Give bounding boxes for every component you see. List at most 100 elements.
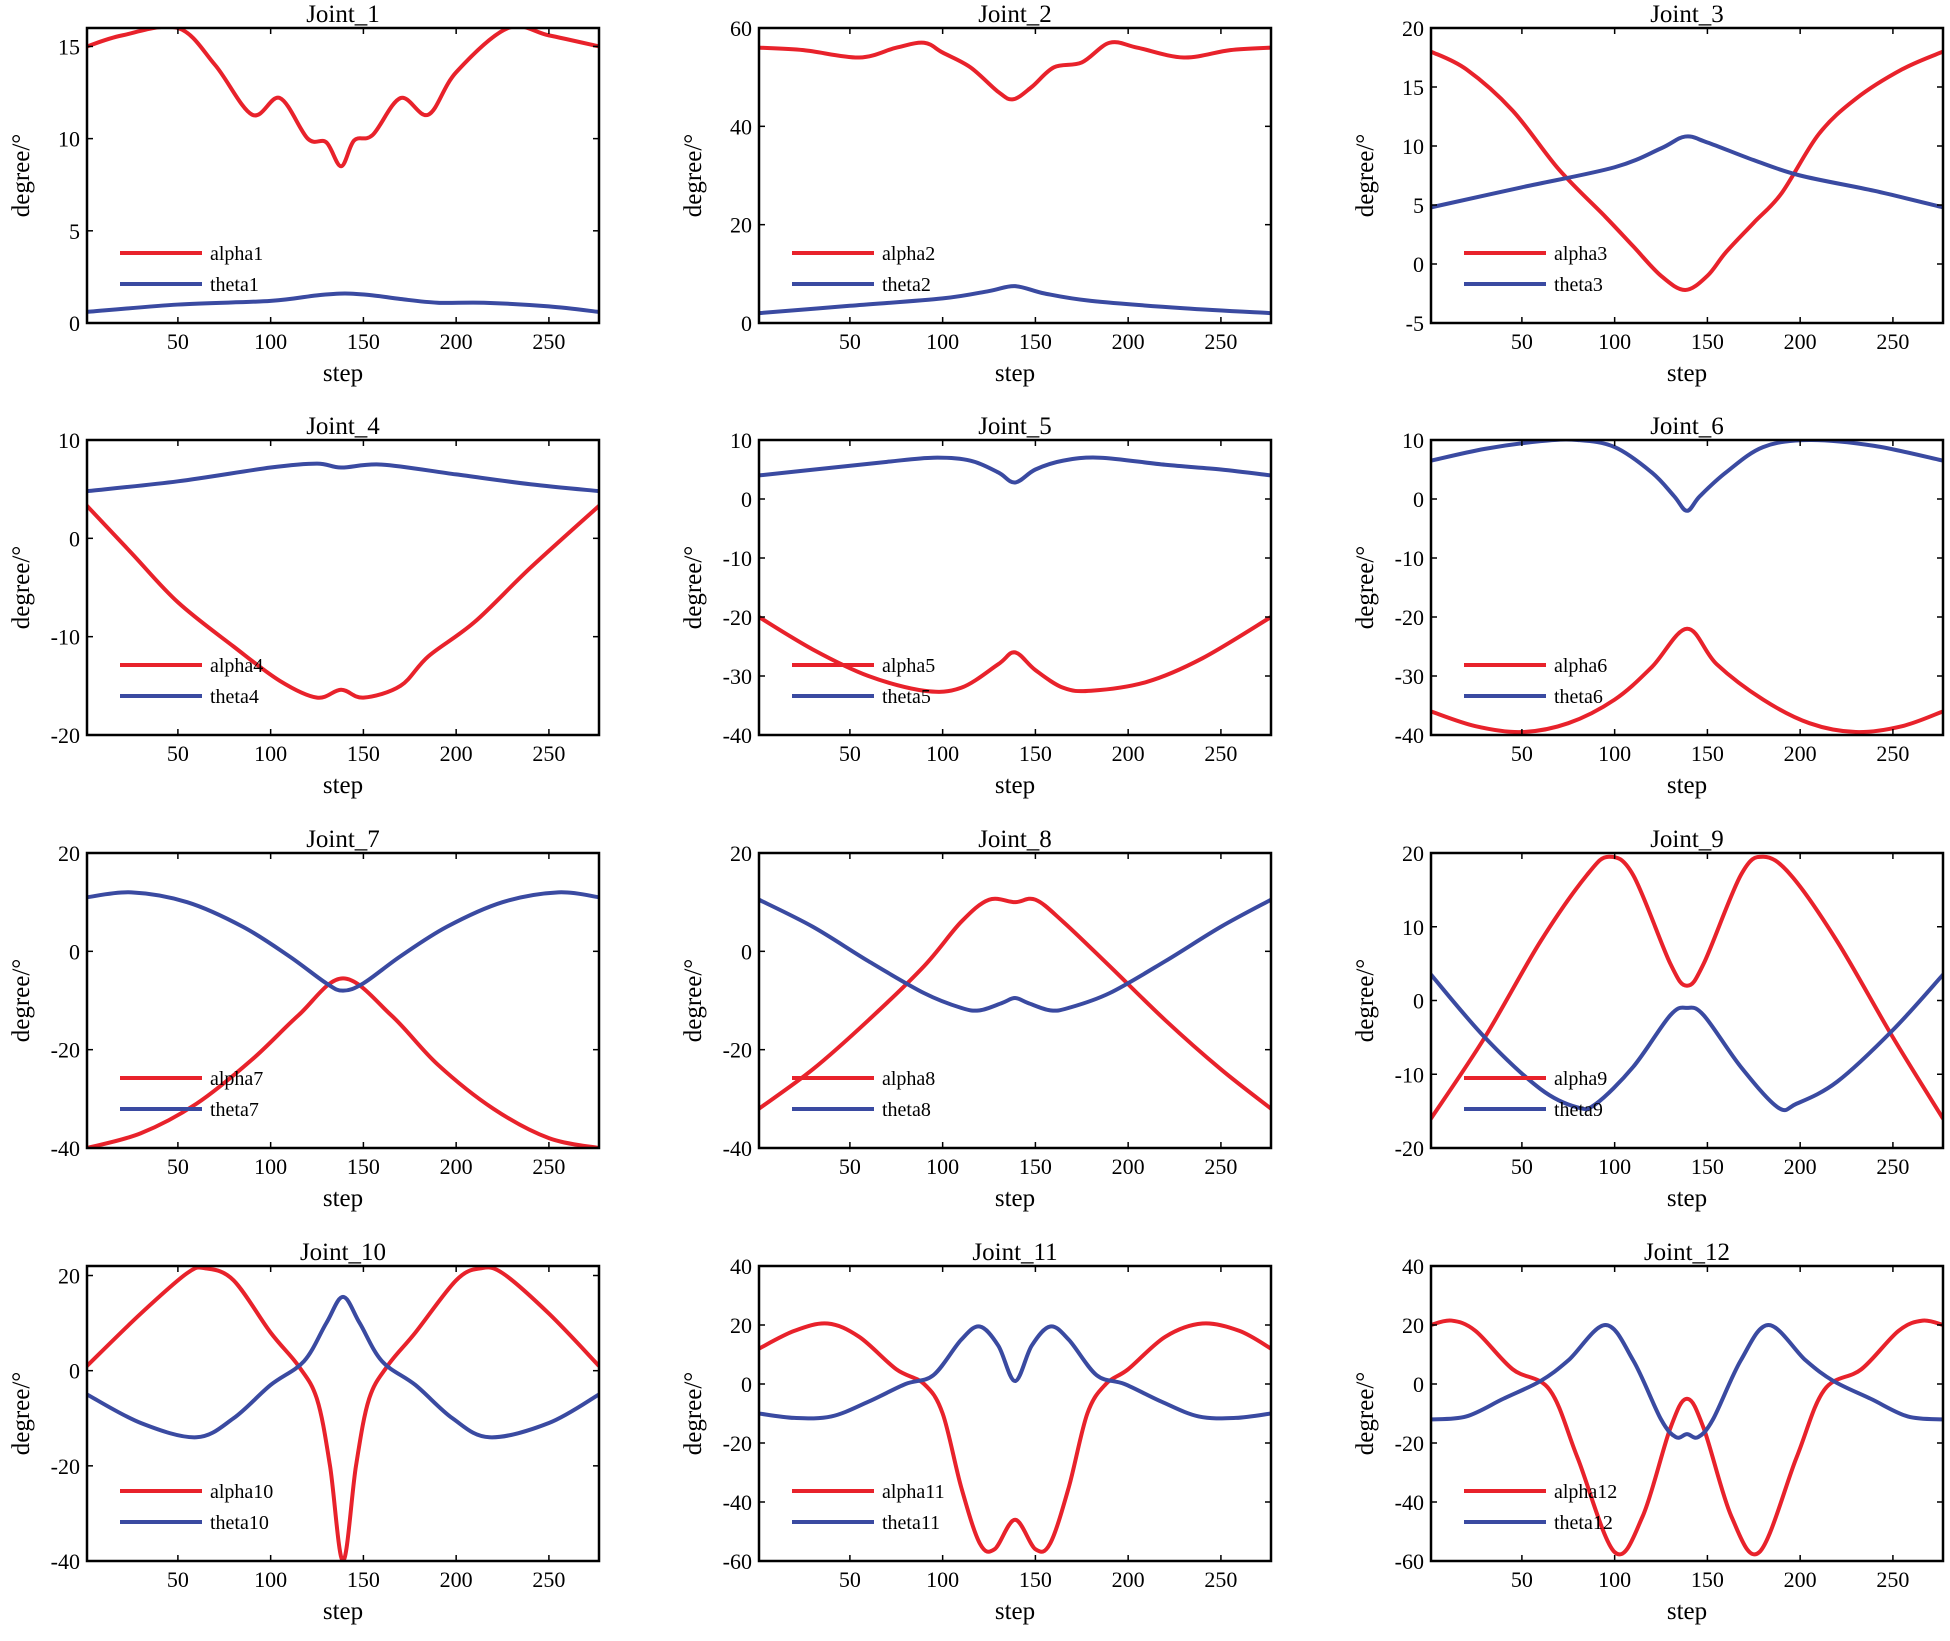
y-tick-label: 20 [58, 1264, 80, 1289]
chart-title: Joint_9 [1650, 826, 1724, 853]
x-tick-label: 200 [440, 329, 473, 354]
x-tick-label: 100 [254, 329, 287, 354]
legend-label-alpha3: alpha3 [1554, 243, 1607, 265]
x-axis-label: step [995, 772, 1035, 799]
y-tick-label: -40 [723, 723, 752, 748]
legend-label-theta3: theta3 [1554, 274, 1603, 296]
x-tick-label: 100 [1598, 1154, 1631, 1179]
legend-label-alpha4: alpha4 [210, 655, 263, 677]
x-tick-label: 200 [1112, 1567, 1145, 1592]
x-tick-label: 250 [1876, 1154, 1909, 1179]
x-tick-label: 250 [532, 329, 565, 354]
y-tick-label: 5 [1413, 193, 1424, 218]
series-line-alpha3 [1431, 49, 1943, 292]
x-tick-label: 150 [1019, 1567, 1052, 1592]
plot-area [759, 853, 1271, 1148]
y-tick-label: 10 [58, 428, 80, 453]
chart-title: Joint_6 [1650, 413, 1724, 440]
series-line-theta10 [87, 1294, 599, 1440]
y-tick-label: 10 [1402, 134, 1424, 159]
y-tick-label: -40 [51, 1549, 80, 1574]
series-line-theta2 [759, 284, 1271, 316]
x-axis-label: step [323, 772, 363, 799]
x-tick-label: 50 [167, 329, 189, 354]
y-tick-label: -20 [723, 1431, 752, 1456]
series-line-alpha8 [759, 896, 1271, 1111]
x-tick-label: 200 [1112, 741, 1145, 766]
y-axis-label: degree/° [680, 959, 707, 1043]
legend: alpha9 theta9 [1464, 1068, 1607, 1121]
chart-title: Joint_7 [306, 826, 380, 853]
chart-title: Joint_1 [306, 1, 380, 28]
y-tick-label: 0 [1413, 1372, 1424, 1397]
plot-area [1431, 28, 1943, 323]
series-line-theta5 [759, 455, 1271, 485]
y-tick-label: -20 [51, 723, 80, 748]
legend-label-theta6: theta6 [1554, 686, 1603, 708]
series-line-theta8 [759, 897, 1271, 1013]
x-tick-label: 250 [532, 1154, 565, 1179]
axes-frame [85, 1264, 601, 1563]
legend: alpha6 theta6 [1464, 655, 1607, 708]
y-tick-label: 20 [1402, 1313, 1424, 1338]
x-tick-label: 200 [1112, 329, 1145, 354]
x-tick-label: 50 [1511, 741, 1533, 766]
x-tick-label: 100 [1598, 741, 1631, 766]
x-tick-label: 150 [347, 329, 380, 354]
series-line-alpha11 [759, 1321, 1271, 1554]
y-tick-label: 5 [69, 219, 80, 244]
legend-label-theta2: theta2 [882, 274, 931, 296]
chart-title: Joint_4 [306, 413, 380, 440]
legend-label-theta5: theta5 [882, 686, 931, 708]
legend-label-theta9: theta9 [1554, 1099, 1603, 1121]
series-line-theta4 [87, 461, 599, 494]
legend-label-theta7: theta7 [210, 1099, 259, 1121]
chart-title: Joint_5 [978, 413, 1052, 440]
y-tick-label: -10 [1395, 546, 1424, 571]
y-tick-label: 0 [69, 939, 80, 964]
y-tick-label: 20 [730, 213, 752, 238]
x-axis-label: step [1667, 360, 1707, 387]
legend-label-alpha12: alpha12 [1554, 1481, 1617, 1503]
x-tick-label: 150 [1691, 1567, 1724, 1592]
x-axis-label: step [323, 360, 363, 387]
x-tick-label: 250 [532, 741, 565, 766]
x-tick-label: 150 [347, 741, 380, 766]
y-tick-label: 20 [730, 1313, 752, 1338]
y-tick-label: 20 [730, 841, 752, 866]
y-axis-label: degree/° [8, 1372, 35, 1456]
x-tick-label: 100 [1598, 329, 1631, 354]
y-tick-label: 40 [730, 1254, 752, 1279]
x-tick-label: 50 [839, 741, 861, 766]
y-tick-label: -60 [723, 1549, 752, 1574]
y-tick-label: -10 [51, 625, 80, 650]
x-tick-label: 250 [1876, 1567, 1909, 1592]
y-tick-label: 60 [730, 16, 752, 41]
x-tick-label: 200 [1784, 1154, 1817, 1179]
x-tick-label: 100 [1598, 1567, 1631, 1592]
legend-label-alpha9: alpha9 [1554, 1068, 1607, 1090]
legend: alpha4 theta4 [120, 655, 263, 708]
y-axis-label: degree/° [1352, 134, 1379, 218]
chart-panel-11: 50 100 150 200 250 -60 -40 -20 0 20 40 Joint_11step… [680, 1239, 1273, 1625]
x-tick-label: 200 [440, 1154, 473, 1179]
y-tick-label: 0 [741, 311, 752, 336]
x-tick-label: 150 [347, 1567, 380, 1592]
x-tick-label: 100 [926, 329, 959, 354]
plot-area [87, 440, 599, 735]
y-tick-label: 10 [1402, 428, 1424, 453]
plot-area [87, 1266, 599, 1561]
chart-title: Joint_2 [978, 1, 1052, 28]
x-tick-label: 200 [1784, 741, 1817, 766]
legend: alpha1 theta1 [120, 243, 263, 296]
x-tick-label: 50 [1511, 329, 1533, 354]
series-line-theta11 [759, 1324, 1271, 1421]
y-axis-label: degree/° [680, 134, 707, 218]
plot-area [1431, 440, 1943, 735]
y-tick-label: 0 [1413, 989, 1424, 1014]
